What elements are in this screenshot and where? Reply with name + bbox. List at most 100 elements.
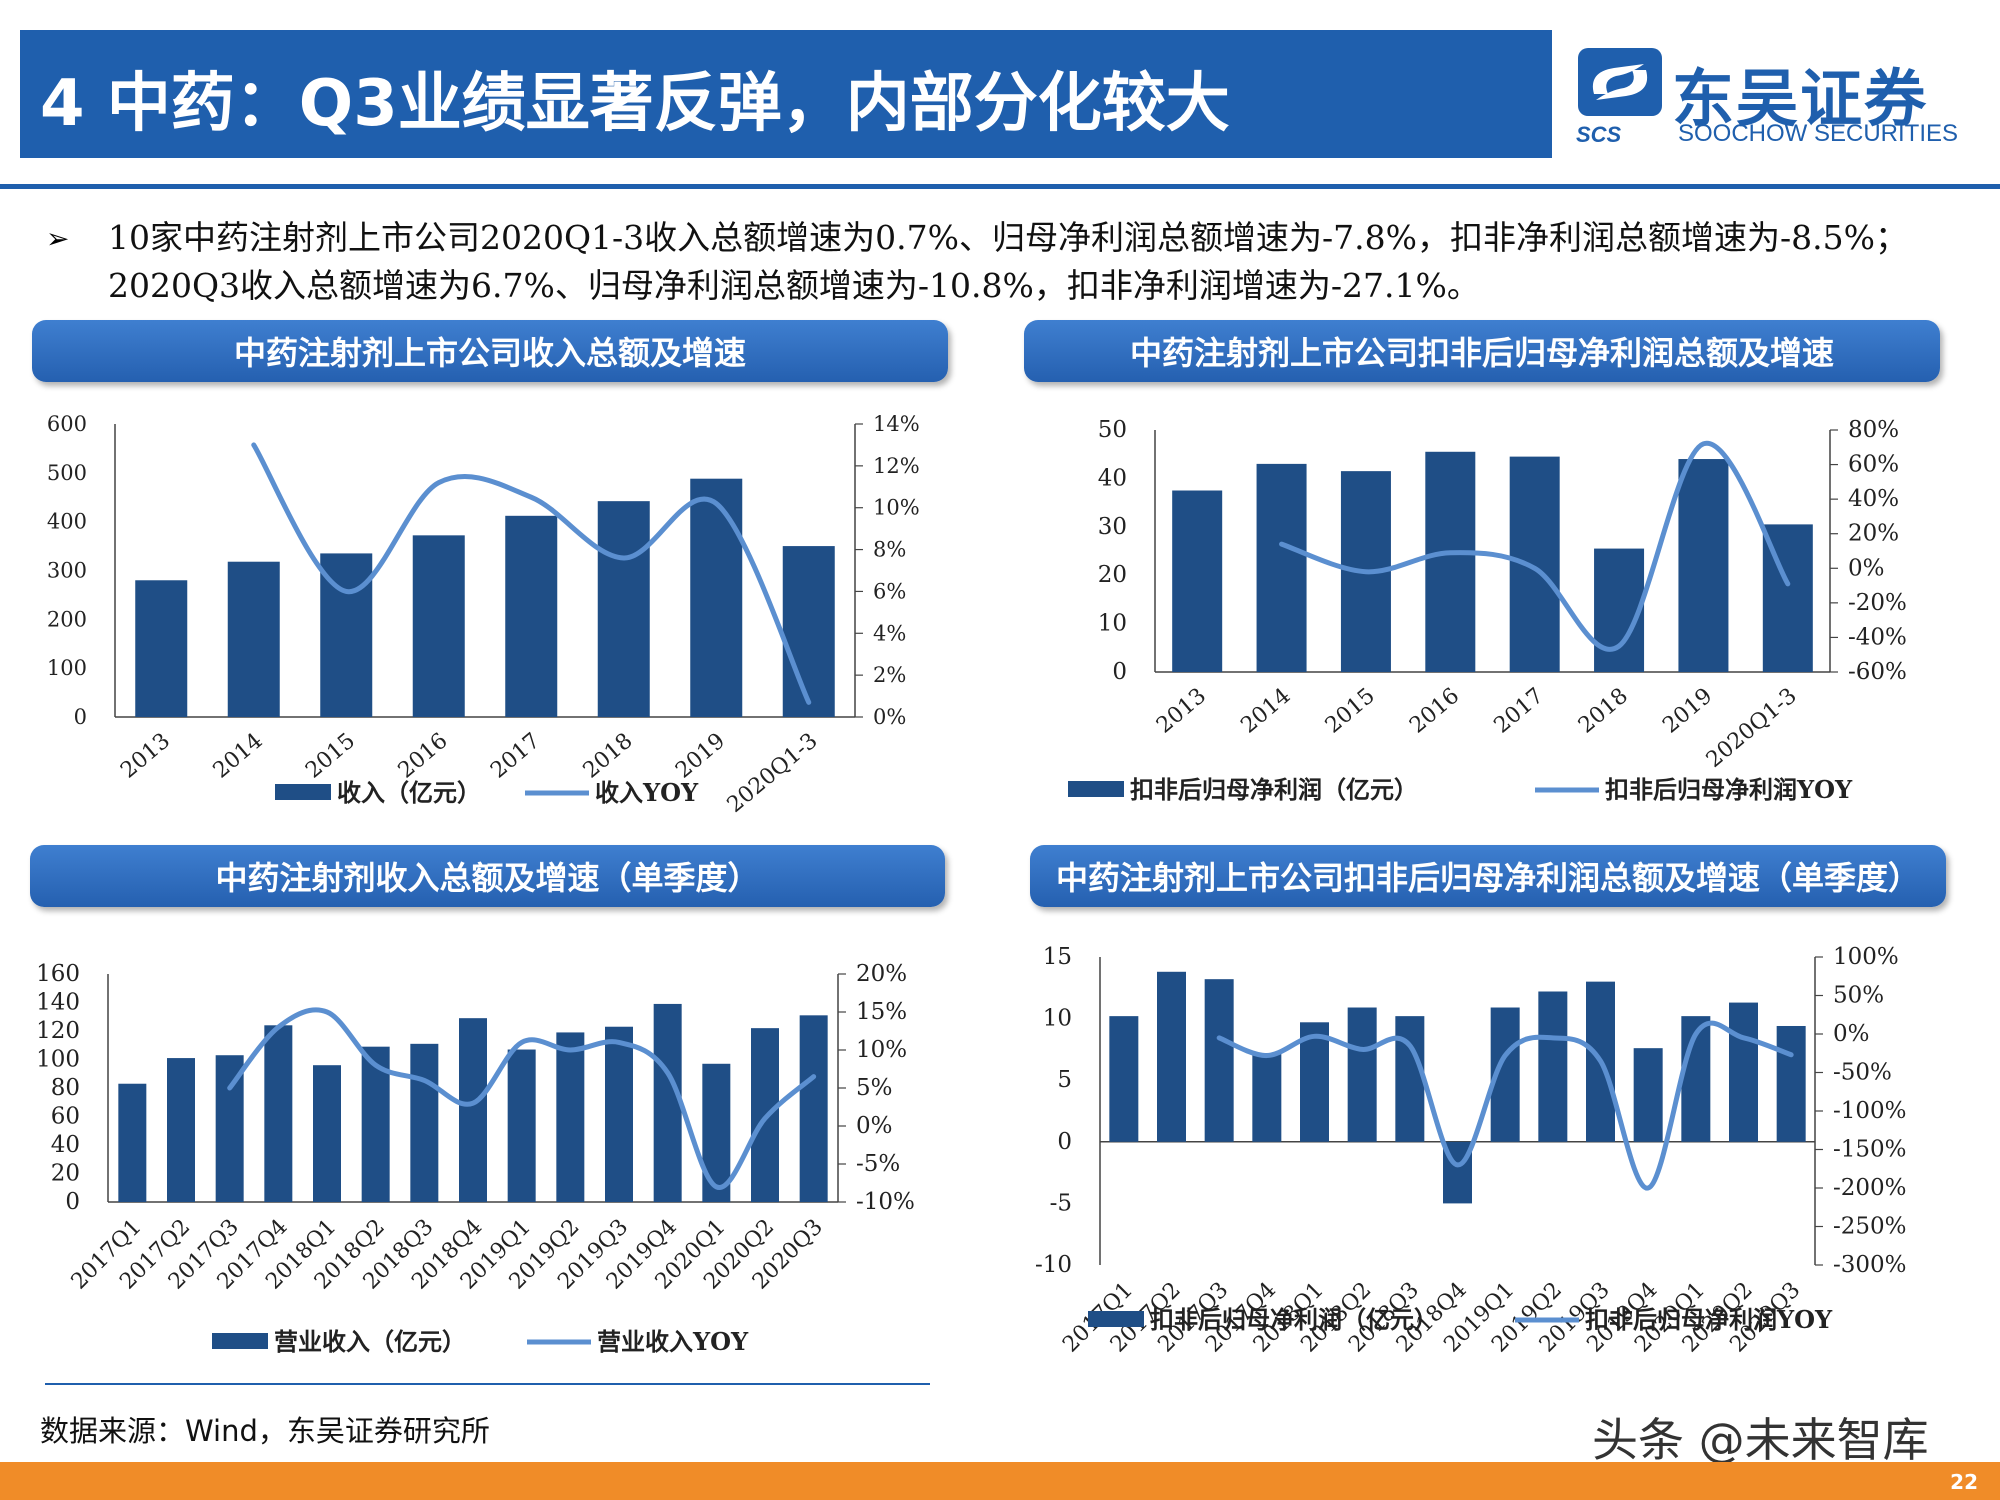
y-tick-label-right: 60% [1848,452,1899,478]
legend-bar-label: 收入（亿元） [337,778,481,807]
y-tick-label-left: 0 [74,705,87,729]
logo-chinese-name: 东吴证券 [1672,62,1929,135]
bar [1678,459,1729,672]
bar [459,1018,487,1202]
footer-bar: 22 [0,1462,2000,1500]
y-tick-label-left: 500 [47,461,87,485]
y-tick-label-left: 400 [47,510,87,534]
bar [653,1003,682,1202]
bar [264,1025,293,1202]
x-tick-label: 2020Q1-3 [1702,683,1802,773]
bar [412,535,465,717]
y-tick-label-left: 160 [36,961,80,987]
legend-line-label: 扣非后归母净利润YOY [1585,1305,1833,1334]
legend-bar-label: 扣非后归母净利润（亿元） [1130,775,1418,804]
bar [799,1015,828,1202]
y-tick-label-right: -40% [1848,624,1907,650]
y-tick-label-left: 140 [36,990,80,1016]
y-tick-label-right: 40% [1848,486,1899,512]
title-bar: 4 中药：Q3业绩显著反弹，内部分化较大 [20,30,1552,158]
x-tick-label: 2019 [671,728,730,783]
chart2-caption: 中药注射剂上市公司扣非后归母净利润总额及增速 [1024,320,1940,382]
x-tick-label: 2014 [209,728,268,783]
bar [1172,490,1223,672]
y-tick-label-left: 50 [1098,417,1127,443]
y-tick-label-right: -100% [1833,1098,1907,1124]
bar [227,561,280,717]
y-tick-label-right: -20% [1848,590,1907,616]
bar [167,1058,195,1202]
y-tick-label-left: 20 [51,1161,80,1187]
x-tick-label: 2016 [394,728,453,783]
chart4-caption: 中药注射剂上市公司扣非后归母净利润总额及增速（单季度） [1030,845,1946,907]
bar [1204,979,1234,1142]
y-tick-label-right: 20% [1848,521,1899,547]
y-tick-label-right: 5% [856,1075,893,1101]
page-title: 4 中药：Q3业绩显著反弹，内部分化较大 [40,67,1230,141]
yoy-line [1279,441,1791,652]
bar [597,501,650,717]
y-tick-label-right: 0% [873,705,906,729]
y-tick-label-left: 80 [51,1075,80,1101]
x-tick-label: 2016 [1405,683,1464,738]
y-tick-label-left: 20 [1098,562,1127,588]
y-tick-label-right: 20% [856,961,907,987]
bar [1256,463,1307,672]
source-rule [45,1383,930,1385]
x-tick-label: 2018 [579,728,638,783]
legend-line-label: 营业收入YOY [597,1327,749,1356]
legend-bar-swatch [212,1333,268,1349]
y-tick-label-right: 0% [1848,555,1885,581]
bar [1509,456,1560,672]
y-tick-label-right: -50% [1833,1060,1892,1086]
bar [1425,451,1476,672]
bar [505,515,558,717]
bar [1633,1048,1663,1142]
page-number: 22 [1950,1470,1978,1494]
y-tick-label-right: 8% [873,538,906,562]
bar [135,580,188,717]
y-tick-label-left: 0 [1057,1129,1072,1155]
bar [313,1065,341,1202]
y-tick-label-right: 0% [856,1113,893,1139]
y-tick-label-left: 30 [1098,514,1127,540]
chart-profit-annual: 0 10 20 30 40 50 -60% -40% -20% 0% 20% 40% 60% 80% 201… [1068,417,1907,804]
y-tick-label-left: 100 [36,1047,80,1073]
y-tick-label-left: 300 [47,559,87,583]
y-tick-label-right: 2% [873,663,906,687]
watermark: 头条 @未来智库 [1592,1413,1929,1467]
y-tick-label-left: 10 [1043,1006,1072,1032]
y-tick-label-right: -150% [1833,1137,1907,1163]
data-source: 数据来源：Wind，东吴证券研究所 [40,1414,490,1448]
y-tick-label-left: 40 [51,1132,80,1158]
y-tick-label-left: 40 [1098,465,1127,491]
bar [1395,1016,1425,1142]
y-tick-label-right: 14% [873,412,920,436]
y-tick-label-left: 0 [1112,659,1127,685]
y-tick-label-right: 10% [856,1037,907,1063]
bar [1157,971,1186,1142]
y-tick-label-left: 10 [1098,611,1127,637]
x-tick-label: 2015 [301,728,360,783]
y-tick-label-left: -10 [1035,1252,1072,1278]
y-tick-label-right: -200% [1833,1175,1907,1201]
chart1-caption: 中药注射剂上市公司收入总额及增速 [32,320,948,382]
bar [1594,548,1645,672]
company-logo: SCS 东吴证券 SOOCHOW SECURITIES [1560,40,1980,155]
x-tick-label: 2018 [1574,683,1633,738]
bar [1300,1022,1329,1142]
bullet-arrow-icon: ➢ [46,222,70,255]
y-tick-label-left: 100 [47,656,87,680]
x-tick-label: 2017 [486,728,545,783]
bar [118,1083,147,1202]
yoy-line [1216,1020,1794,1191]
logo-abbreviation: SCS [1576,122,1622,147]
x-tick-label: 2015 [1321,683,1380,738]
bar [605,1026,633,1202]
bar [410,1043,439,1202]
y-tick-label-right: -250% [1833,1214,1907,1240]
bar [507,1049,536,1202]
bar [1347,1007,1377,1142]
x-tick-label: 2020Q1-3 [723,728,823,818]
summary-text: 10家中药注射剂上市公司2020Q1-3收入总额增速为0.7%、归母净利润总额增… [108,218,1908,305]
